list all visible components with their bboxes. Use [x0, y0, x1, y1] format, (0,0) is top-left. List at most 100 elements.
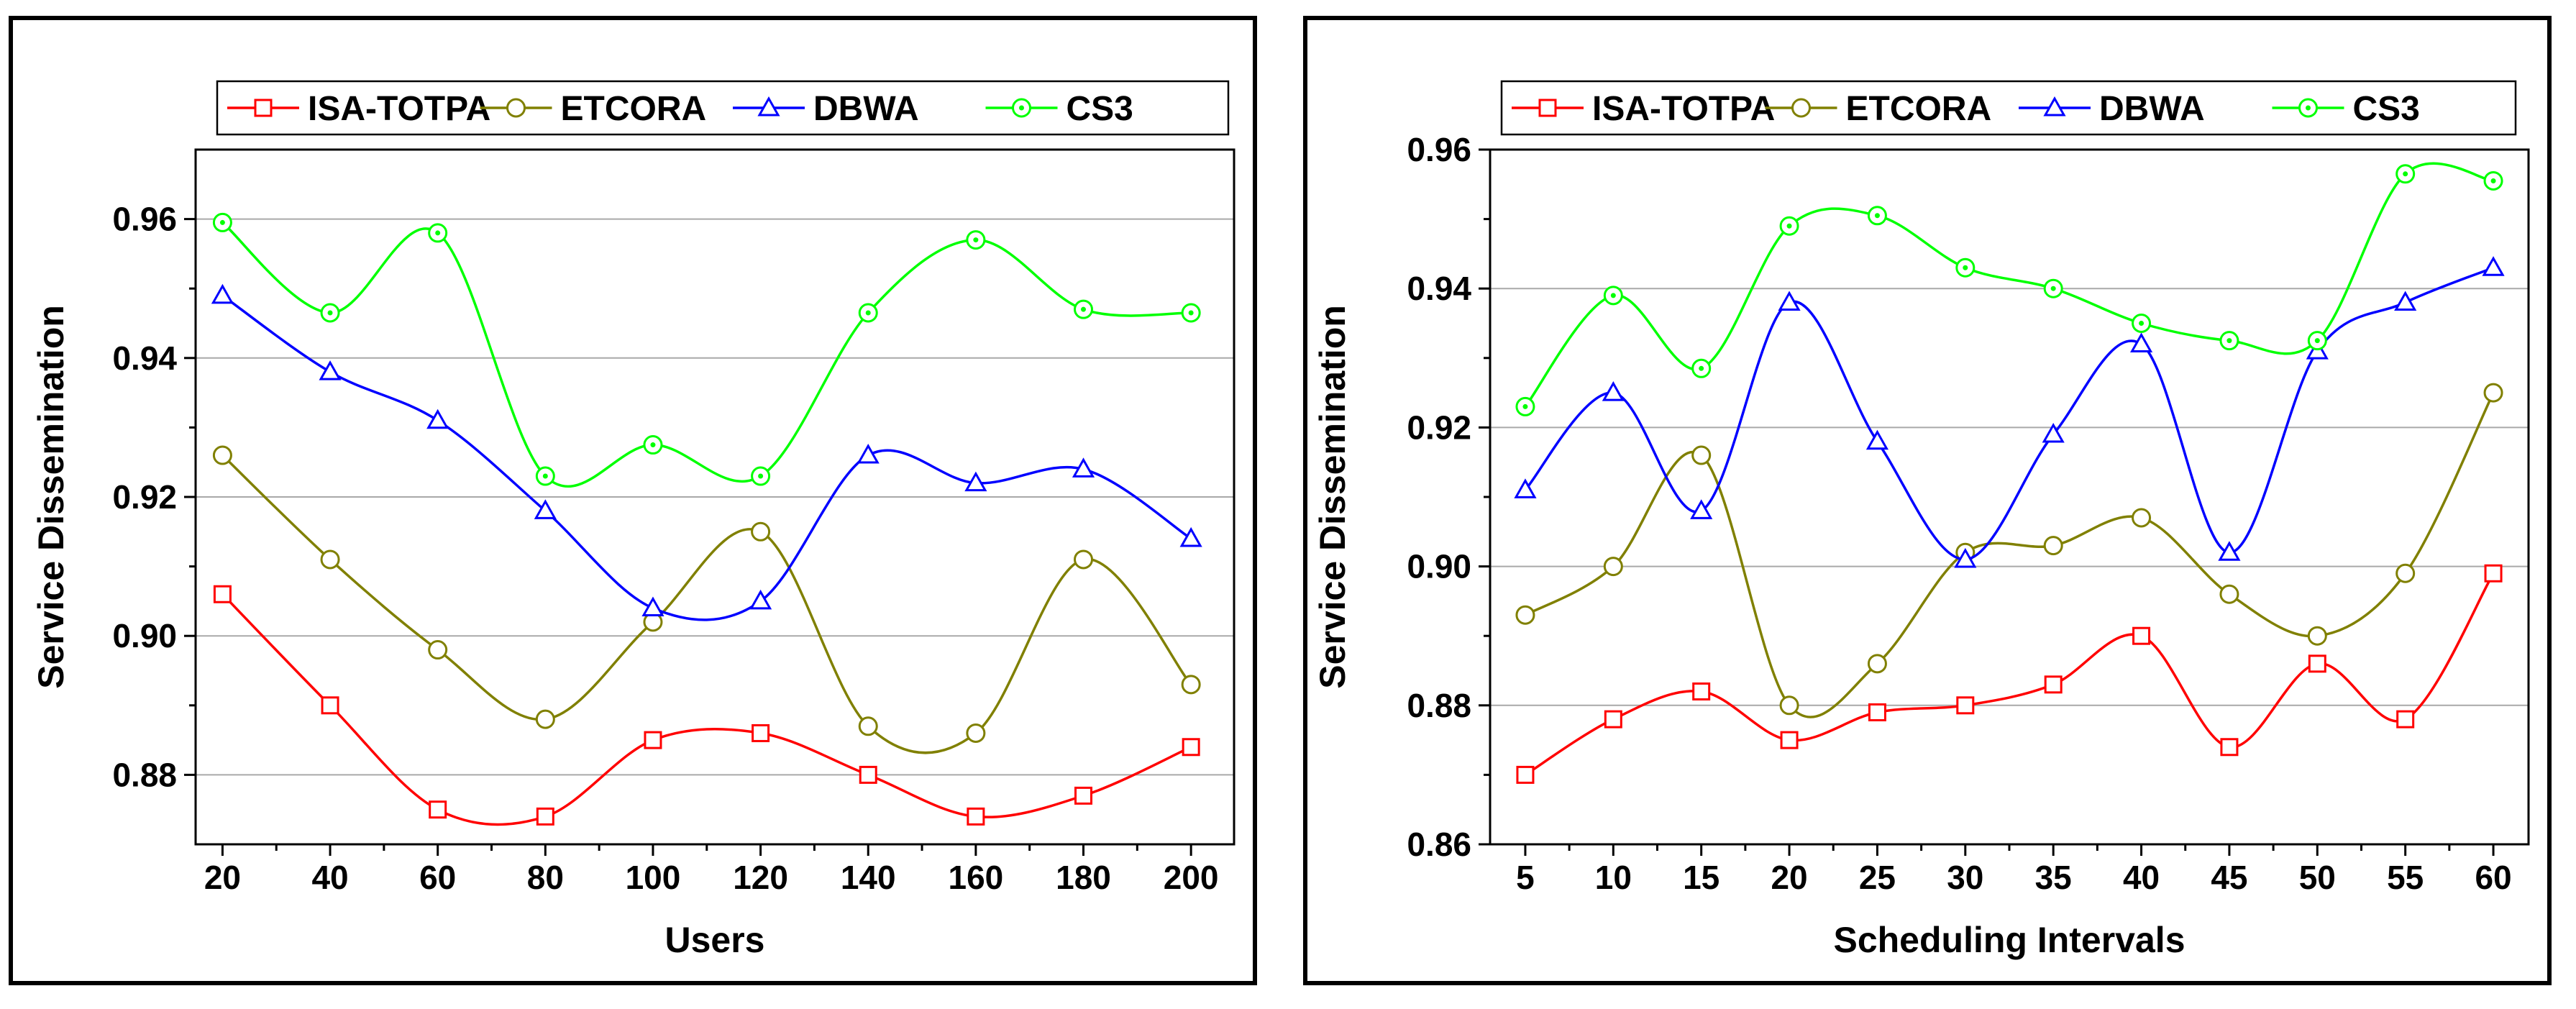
- legend-label: ETCORA: [561, 90, 707, 128]
- data-point-isa-totpa: [1604, 710, 1622, 729]
- data-point-dbwa: [534, 499, 557, 519]
- x-tick-label: 120: [733, 859, 788, 896]
- data-point-etcora: [858, 716, 878, 736]
- x-tick-label: 160: [948, 859, 1003, 896]
- data-point-cs3-dot: [2139, 321, 2145, 326]
- data-point-cs3-dot: [758, 473, 764, 479]
- data-point-cs3-dot: [865, 310, 871, 316]
- data-point-isa-totpa: [2484, 564, 2503, 583]
- data-point-dbwa: [426, 408, 449, 429]
- data-point-cs3: [1955, 257, 1976, 278]
- chart-panel-scheduling-intervals: 0.86 0.88 0.90 0.92 0.94 0.96 5 10 15 20 25 30 35 40 4…: [1303, 16, 2552, 985]
- series-dbwa: [211, 283, 1202, 621]
- data-point-isa-totpa: [1868, 703, 1886, 721]
- data-point-cs3: [1867, 206, 1887, 226]
- data-point-isa-totpa: [859, 765, 877, 784]
- x-tick-label: 100: [626, 859, 681, 896]
- data-point-dbwa: [2394, 291, 2417, 311]
- data-point-dbwa: [749, 589, 772, 610]
- data-point-cs3: [2483, 170, 2503, 191]
- y-tick-label: 0.96: [1407, 131, 1471, 168]
- data-point-isa-totpa: [2132, 626, 2151, 645]
- data-point-cs3-dot: [2226, 338, 2232, 344]
- data-point-isa-totpa: [1956, 696, 1975, 715]
- data-point-isa-totpa: [752, 723, 770, 742]
- data-point-etcora: [1691, 445, 1712, 465]
- data-point-dbwa: [857, 443, 880, 464]
- data-point-dbwa: [1778, 291, 1801, 311]
- data-point-dbwa: [1179, 526, 1202, 547]
- data-point-etcora: [535, 709, 555, 729]
- legend: ISA-TOTPA ETCORA DBWA CS3: [216, 80, 1230, 136]
- y-tick-label: 0.88: [112, 756, 177, 793]
- data-point-cs3-dot: [973, 237, 979, 243]
- legend-label: ISA-TOTPA: [1592, 90, 1775, 128]
- y-tick-label: 0.86: [1407, 826, 1471, 863]
- legend-marker: [1538, 99, 1557, 117]
- data-point-etcora: [2395, 563, 2416, 583]
- x-tick-label: 55: [2387, 859, 2424, 896]
- legend-box: [1500, 80, 2517, 136]
- data-point-dbwa: [1865, 429, 1889, 450]
- data-point-isa-totpa: [1182, 738, 1200, 757]
- legend-item-etcora: ETCORA: [480, 90, 707, 128]
- legend-item-dbwa: DBWA: [2019, 90, 2205, 128]
- data-point-cs3-dot: [1699, 365, 1704, 371]
- data-point-dbwa: [2129, 332, 2153, 352]
- data-point-cs3-dot: [542, 473, 548, 479]
- data-point-etcora: [2132, 508, 2152, 528]
- legend-label: DBWA: [813, 90, 919, 128]
- data-point-cs3: [2043, 278, 2063, 298]
- data-point-cs3: [1691, 358, 1712, 378]
- series-dbwa: [1514, 256, 2505, 568]
- y-tick-label: 0.94: [112, 339, 177, 377]
- series-line-dbwa: [221, 294, 1192, 621]
- data-point-etcora: [751, 521, 771, 542]
- data-point-cs3: [2307, 331, 2327, 351]
- data-point-dbwa: [641, 596, 664, 617]
- data-point-dbwa: [319, 360, 342, 380]
- legend-label: CS3: [1067, 90, 1133, 128]
- x-tick-label: 140: [841, 859, 896, 896]
- x-tick-label: 35: [2035, 859, 2072, 896]
- data-point-cs3-dot: [1522, 403, 1528, 409]
- x-tick-label: 60: [419, 859, 456, 896]
- data-point-dbwa: [2042, 423, 2065, 443]
- data-point-dbwa: [1072, 457, 1095, 478]
- y-tick-label: 0.90: [1407, 548, 1471, 585]
- y-tick-label: 0.92: [1407, 408, 1471, 446]
- series-line-cs3: [221, 222, 1192, 488]
- data-point-dbwa: [1602, 381, 1625, 401]
- x-tick-label: 20: [204, 859, 241, 896]
- data-point-isa-totpa: [644, 731, 662, 749]
- x-tick-label: 30: [1947, 859, 1983, 896]
- x-tick-label: 5: [1516, 859, 1535, 896]
- legend-marker: [2043, 96, 2066, 117]
- y-tick-label: 0.92: [112, 478, 177, 516]
- x-tick-label: 40: [2123, 859, 2160, 896]
- x-tick-label: 180: [1056, 859, 1111, 896]
- data-point-cs3: [2132, 314, 2152, 333]
- data-point-cs3: [751, 466, 771, 486]
- legend-marker: [1012, 98, 1031, 118]
- data-point-etcora: [1779, 695, 1799, 716]
- data-point-cs3-dot: [1188, 310, 1194, 316]
- data-point-cs3-dot: [2050, 286, 2056, 291]
- data-point-cs3-dot: [1786, 223, 1792, 229]
- data-point-cs3-dot: [1874, 213, 1880, 219]
- data-point-isa-totpa: [1692, 682, 1711, 700]
- legend-item-isa-totpa: ISA-TOTPA: [227, 90, 490, 128]
- series-isa-totpa: [1516, 564, 2503, 784]
- legend-label: ETCORA: [1846, 90, 1992, 128]
- y-tick-label: 0.94: [1407, 270, 1471, 307]
- data-point-etcora: [1867, 654, 1887, 674]
- data-point-cs3-dot: [2314, 338, 2320, 344]
- data-point-cs3: [966, 230, 986, 250]
- data-point-isa-totpa: [321, 696, 339, 715]
- x-tick-label: 15: [1683, 859, 1719, 896]
- data-point-dbwa: [964, 471, 987, 492]
- data-point-dbwa: [1954, 547, 1977, 568]
- data-point-isa-totpa: [1780, 731, 1799, 749]
- legend-label: ISA-TOTPA: [308, 90, 490, 128]
- data-point-isa-totpa: [1074, 786, 1093, 805]
